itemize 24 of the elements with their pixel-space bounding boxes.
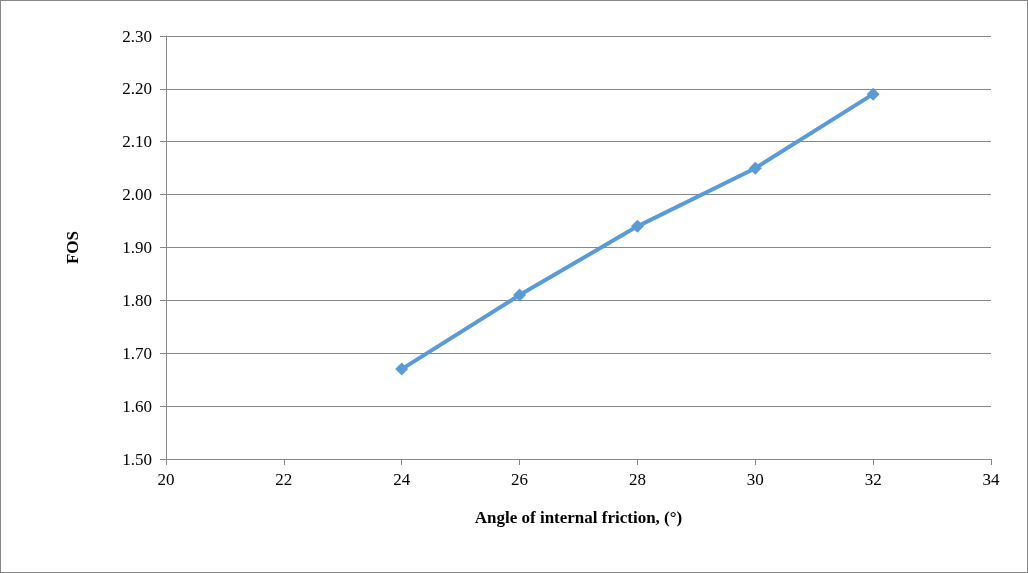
y-tick-label: 1.90 (122, 238, 152, 257)
y-axis-title: FOS (63, 230, 82, 265)
y-tick-label: 2.30 (122, 26, 152, 46)
x-tick-label: 26 (511, 470, 529, 489)
y-tick-label: 2.00 (122, 185, 152, 205)
x-tick-label: 28 (628, 470, 646, 489)
y-tick-label: 2.20 (122, 79, 152, 99)
x-tick-label: 20 (157, 470, 175, 489)
x-tick-label: 32 (864, 470, 882, 489)
point (748, 161, 762, 175)
x-axis-title: Angle of internal friction, (°) (474, 508, 683, 527)
x-tick-label: 30 (746, 470, 764, 489)
point (866, 87, 880, 101)
y-tick-label: 1.60 (122, 396, 152, 416)
x-tick-label: 34 (982, 470, 1000, 489)
point (513, 288, 527, 302)
y-tick-label: 2.10 (122, 132, 152, 152)
y-tick-label: 1.80 (122, 290, 152, 310)
y-tick-label: 1.50 (122, 449, 152, 469)
x-tick-label: 22 (275, 470, 293, 489)
point (395, 362, 409, 376)
point (630, 219, 644, 233)
x-tick-label: 24 (393, 470, 411, 489)
y-tick-label: 1.70 (122, 343, 152, 363)
